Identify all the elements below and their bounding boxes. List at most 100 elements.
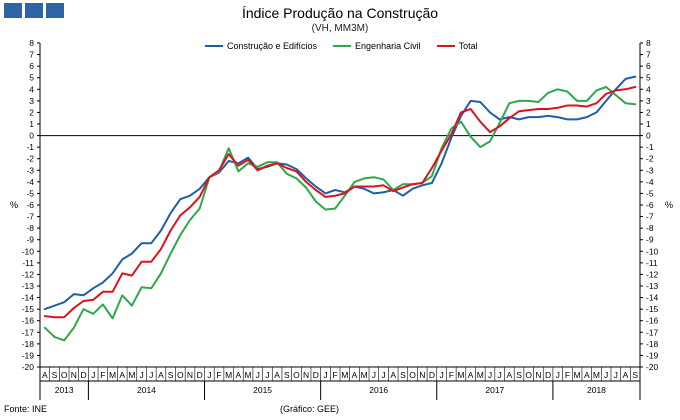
y-tick-label-right: -19 — [646, 350, 659, 360]
month-label: A — [119, 370, 125, 380]
y-tick-label-left: -4 — [26, 177, 34, 187]
legend-item-construcao: Construção e Edifícios — [205, 41, 317, 51]
logo-block — [4, 3, 22, 18]
month-label: D — [80, 370, 86, 380]
y-tick-label-left: -12 — [22, 269, 35, 279]
month-label: F — [565, 370, 570, 380]
y-tick-label-left: -11 — [22, 258, 34, 268]
y-tick-label-left: -7 — [26, 212, 34, 222]
y-tick-label-left: -19 — [22, 350, 35, 360]
month-label: S — [516, 370, 522, 380]
y-tick-label-right: -1 — [646, 142, 654, 152]
month-label: N — [535, 370, 541, 380]
month-label: N — [187, 370, 193, 380]
y-axis-unit-left: % — [10, 200, 18, 210]
y-tick-label-right: -11 — [646, 258, 658, 268]
legend-label: Engenharia Civil — [355, 41, 421, 51]
y-tick-label-right: -6 — [646, 200, 654, 210]
month-label: J — [207, 370, 211, 380]
y-tick-label-left: -14 — [22, 293, 35, 303]
y-tick-label-left: -20 — [22, 362, 35, 372]
month-label: M — [128, 370, 135, 380]
y-tick-label-right: 5 — [646, 73, 651, 83]
y-tick-label-right: -17 — [646, 327, 659, 337]
month-label: S — [400, 370, 406, 380]
year-label: 2015 — [253, 385, 272, 395]
month-label: M — [457, 370, 464, 380]
month-label: J — [604, 370, 608, 380]
month-label: J — [381, 370, 385, 380]
y-axis-unit-right: % — [665, 200, 673, 210]
legend-item-total: Total — [436, 41, 478, 51]
month-label: M — [341, 370, 348, 380]
month-label: A — [390, 370, 396, 380]
month-label: O — [61, 370, 68, 380]
y-tick-label-right: -14 — [646, 293, 659, 303]
month-label: J — [556, 370, 560, 380]
y-tick-label-right: -4 — [646, 177, 654, 187]
legend-swatch — [205, 45, 223, 47]
chart-subtitle: (VH, MM3M) — [311, 23, 369, 34]
month-label: D — [545, 370, 551, 380]
month-label: N — [419, 370, 425, 380]
month-label: S — [284, 370, 290, 380]
month-label: M — [361, 370, 368, 380]
y-tick-label-left: -17 — [22, 327, 35, 337]
brand-logo — [4, 3, 64, 18]
series-line-total — [43, 86, 637, 319]
month-label: M — [574, 370, 581, 380]
y-tick-label-left: -6 — [26, 200, 34, 210]
y-tick-label-right: -16 — [646, 316, 659, 326]
month-label: J — [439, 370, 443, 380]
legend-swatch — [436, 45, 455, 47]
legend-swatch — [333, 45, 352, 47]
series-line-constru-o-e-edif-cios — [43, 75, 637, 311]
legend-item-engenharia: Engenharia Civil — [333, 41, 421, 51]
y-tick-label-right: 3 — [646, 96, 651, 106]
year-label: 2013 — [55, 385, 74, 395]
month-label: J — [256, 370, 260, 380]
y-tick-label-left: -16 — [22, 316, 35, 326]
y-tick-label-right: 4 — [646, 84, 651, 94]
month-label: A — [623, 370, 629, 380]
y-tick-label-left: -10 — [22, 246, 35, 256]
month-label: J — [488, 370, 492, 380]
month-label: F — [333, 370, 338, 380]
month-label: O — [409, 370, 416, 380]
month-label: M — [593, 370, 600, 380]
month-label: O — [293, 370, 300, 380]
month-label: N — [303, 370, 309, 380]
month-label: A — [42, 370, 48, 380]
month-label: F — [449, 370, 454, 380]
y-tick-label-right: -12 — [646, 269, 659, 279]
month-label: A — [274, 370, 280, 380]
y-tick-label-left: 0 — [29, 131, 34, 141]
y-tick-label-right: -2 — [646, 154, 654, 164]
y-tick-label-left: -8 — [26, 223, 34, 233]
y-tick-label-left: 8 — [29, 38, 34, 48]
year-label: 2017 — [485, 385, 504, 395]
year-label: 2016 — [369, 385, 388, 395]
month-label: S — [168, 370, 174, 380]
month-label: M — [225, 370, 232, 380]
y-tick-label-right: -13 — [646, 281, 659, 291]
y-tick-label-right: 8 — [646, 38, 651, 48]
month-label: D — [197, 370, 203, 380]
month-label: J — [498, 370, 502, 380]
legend-label: Construção e Edifícios — [227, 41, 318, 51]
y-tick-label-right: 0 — [646, 131, 651, 141]
y-tick-label-left: -13 — [22, 281, 35, 291]
y-tick-label-left: 6 — [29, 61, 34, 71]
month-label: J — [149, 370, 153, 380]
month-label: A — [158, 370, 164, 380]
month-label: D — [429, 370, 435, 380]
month-label: O — [177, 370, 184, 380]
y-tick-label-right: -7 — [646, 212, 654, 222]
y-tick-label-right: -18 — [646, 339, 659, 349]
y-tick-label-left: -2 — [26, 154, 34, 164]
y-tick-label-right: -15 — [646, 304, 659, 314]
y-tick-label-left: -5 — [26, 188, 34, 198]
y-tick-label-right: -10 — [646, 246, 659, 256]
month-label: A — [236, 370, 242, 380]
